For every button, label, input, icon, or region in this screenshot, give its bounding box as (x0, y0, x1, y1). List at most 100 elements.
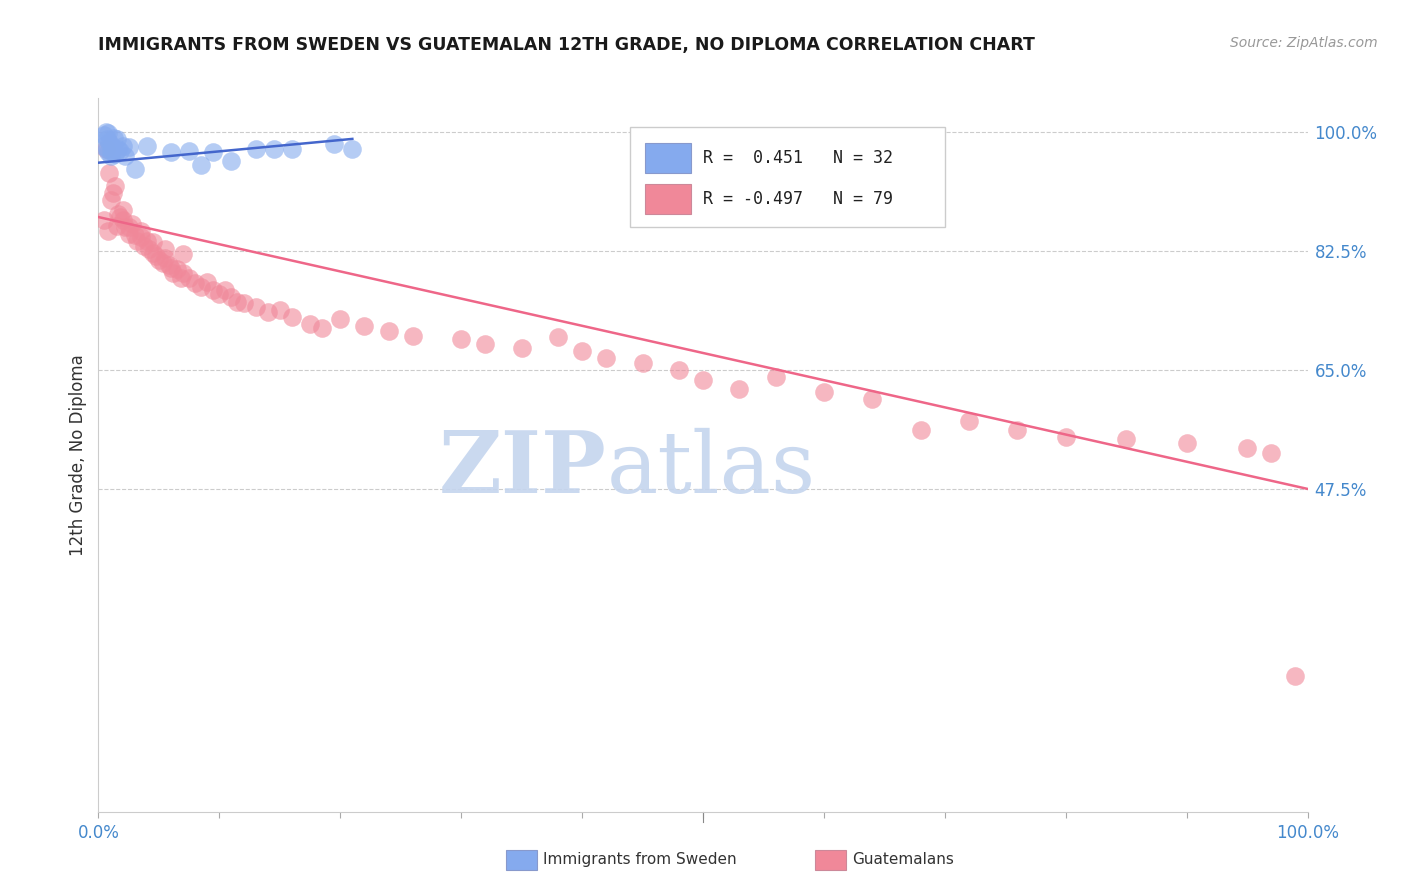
Point (281, 142, 304, 156)
Point (111, 138, 134, 153)
Point (172, 247, 194, 261)
Y-axis label: 12th Grade, No Diploma: 12th Grade, No Diploma (69, 354, 87, 556)
Point (124, 228, 146, 243)
Text: Immigrants from Sweden: Immigrants from Sweden (543, 853, 737, 867)
Point (129, 224, 152, 238)
Point (100, 193, 122, 207)
Point (114, 220, 136, 235)
Point (100, 149, 122, 163)
Point (226, 295, 249, 310)
Point (104, 146, 127, 161)
Point (129, 230, 152, 244)
Point (101, 186, 124, 201)
Point (101, 142, 124, 156)
Point (111, 213, 134, 227)
Text: R =  0.451   N = 32: R = 0.451 N = 32 (703, 149, 893, 167)
Point (160, 260, 183, 275)
Point (134, 239, 156, 253)
Point (103, 130, 125, 145)
Point (1054, 429, 1077, 443)
Text: ZIP: ZIP (439, 427, 606, 511)
Point (153, 242, 176, 256)
Point (571, 343, 593, 358)
Point (311, 321, 333, 335)
Point (97, 224, 120, 238)
Point (108, 210, 131, 224)
Point (127, 234, 149, 248)
Point (195, 275, 218, 289)
Point (1236, 441, 1258, 455)
Point (450, 332, 472, 346)
Point (184, 276, 207, 290)
Point (172, 267, 194, 281)
Bar (645, 184, 690, 214)
Point (100, 144, 122, 158)
Point (221, 153, 243, 168)
Point (160, 145, 183, 160)
Point (104, 179, 127, 194)
Text: atlas: atlas (606, 427, 815, 511)
Point (474, 337, 496, 351)
Point (118, 140, 141, 154)
Point (299, 317, 322, 331)
Point (96, 132, 118, 146)
Point (124, 162, 146, 177)
Point (377, 324, 399, 338)
Point (728, 382, 751, 396)
Point (547, 330, 569, 344)
Point (135, 138, 157, 153)
Point (142, 246, 165, 260)
Point (202, 283, 225, 297)
Point (153, 251, 176, 265)
Point (93, 128, 115, 143)
Point (190, 280, 212, 294)
Point (342, 142, 364, 156)
Text: R = -0.497   N = 79: R = -0.497 N = 79 (703, 190, 893, 208)
Point (263, 142, 285, 156)
Point (631, 356, 654, 370)
Point (1007, 423, 1029, 437)
Text: Guatemalans: Guatemalans (852, 853, 953, 867)
Point (98, 136, 121, 150)
Point (107, 142, 129, 156)
Point (1284, 669, 1306, 683)
Point (232, 296, 254, 310)
Point (121, 217, 143, 231)
Point (813, 384, 835, 399)
Bar (645, 143, 690, 173)
Point (148, 252, 170, 267)
Point (402, 329, 425, 343)
Point (118, 220, 141, 235)
Point (208, 286, 231, 301)
Point (595, 351, 617, 365)
Point (510, 341, 533, 355)
Point (97, 127, 120, 141)
Point (214, 283, 236, 297)
Point (179, 144, 201, 158)
Point (860, 392, 883, 406)
Point (323, 137, 346, 152)
Point (957, 414, 980, 428)
Text: IMMIGRANTS FROM SWEDEN VS GUATEMALAN 12TH GRADE, NO DIPLOMA CORRELATION CHART: IMMIGRANTS FROM SWEDEN VS GUATEMALAN 12T… (98, 36, 1035, 54)
Point (91, 138, 114, 153)
Point (765, 369, 787, 384)
Point (166, 262, 188, 277)
Point (96, 142, 118, 156)
Point (256, 305, 278, 319)
Point (1260, 446, 1282, 460)
Point (190, 158, 212, 172)
Point (93, 213, 115, 227)
Point (245, 301, 267, 315)
Point (910, 423, 932, 437)
Point (169, 271, 191, 285)
Point (111, 203, 134, 218)
Point (269, 303, 291, 318)
Point (94, 125, 117, 139)
Point (692, 373, 714, 387)
Point (108, 144, 131, 158)
Point (145, 249, 167, 263)
Point (668, 363, 690, 377)
Point (353, 318, 375, 333)
Point (152, 255, 174, 269)
Point (97, 145, 120, 160)
